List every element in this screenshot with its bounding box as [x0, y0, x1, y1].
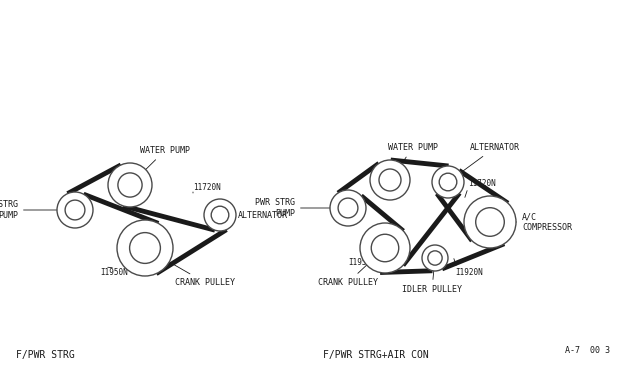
Text: WATER PUMP: WATER PUMP — [132, 146, 190, 183]
Text: IDLER PULLEY: IDLER PULLEY — [402, 261, 462, 294]
Text: I1950N: I1950N — [348, 258, 376, 267]
Circle shape — [338, 198, 358, 218]
Text: 11720N: 11720N — [193, 183, 221, 192]
Text: ALTERNATOR: ALTERNATOR — [450, 143, 520, 180]
Text: CRANK PULLEY: CRANK PULLEY — [318, 250, 383, 287]
Circle shape — [371, 234, 399, 262]
Text: PWR STRG
PUMP: PWR STRG PUMP — [0, 200, 72, 220]
Circle shape — [360, 223, 410, 273]
Circle shape — [464, 196, 516, 248]
Circle shape — [476, 208, 504, 236]
Circle shape — [211, 206, 229, 224]
Circle shape — [428, 251, 442, 265]
Circle shape — [432, 166, 464, 198]
Text: F/PWR STRG: F/PWR STRG — [16, 350, 75, 360]
Text: ALTERNATOR: ALTERNATOR — [223, 211, 288, 219]
Circle shape — [422, 245, 448, 271]
Text: I1920N: I1920N — [455, 268, 483, 277]
Text: A/C
COMPRESSOR: A/C COMPRESSOR — [493, 212, 572, 232]
Text: PWR STRG
PUMP: PWR STRG PUMP — [255, 198, 345, 218]
Text: WATER PUMP: WATER PUMP — [388, 143, 438, 178]
Text: I1950N: I1950N — [100, 268, 128, 277]
Circle shape — [330, 190, 366, 226]
Circle shape — [439, 173, 457, 191]
Circle shape — [129, 232, 161, 263]
Text: A-7  00 3: A-7 00 3 — [565, 346, 610, 355]
Circle shape — [370, 160, 410, 200]
Circle shape — [108, 163, 152, 207]
Circle shape — [57, 192, 93, 228]
Text: CRANK PULLEY: CRANK PULLEY — [147, 249, 235, 287]
Circle shape — [117, 220, 173, 276]
Circle shape — [65, 200, 85, 220]
Circle shape — [118, 173, 142, 197]
Circle shape — [204, 199, 236, 231]
Text: F/PWR STRG+AIR CON: F/PWR STRG+AIR CON — [323, 350, 429, 360]
Circle shape — [379, 169, 401, 191]
Text: 11720N: 11720N — [468, 179, 496, 188]
